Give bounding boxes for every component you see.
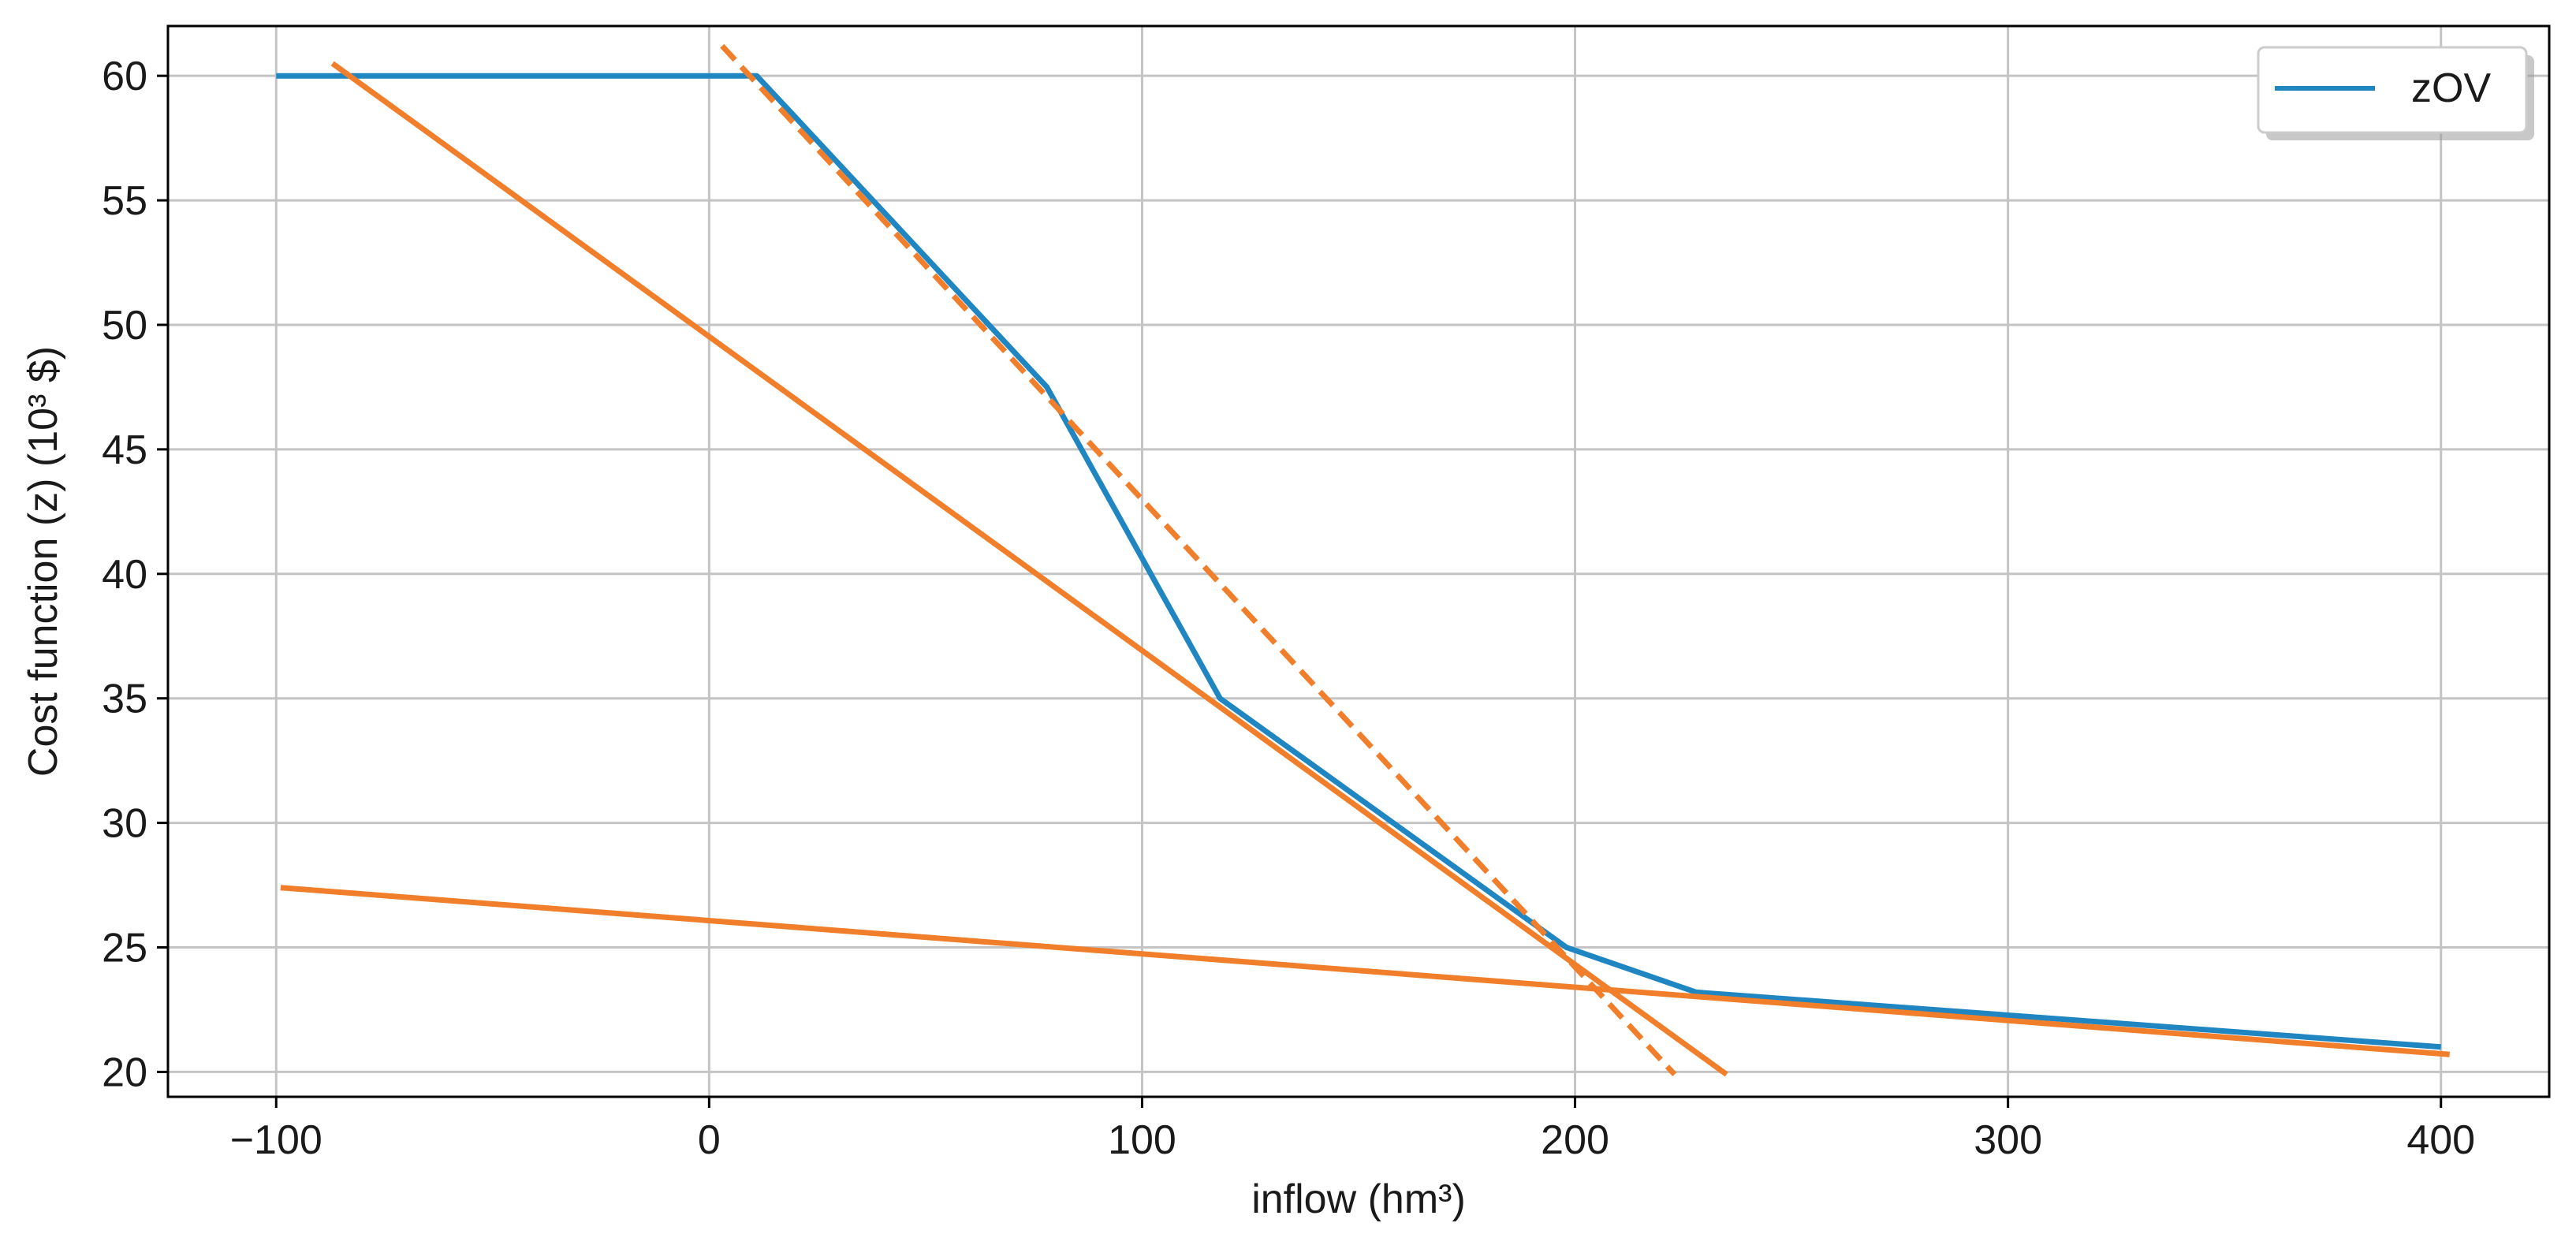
y-tick-label: 60: [102, 54, 147, 99]
legend-label-zov: zOV: [2411, 65, 2491, 111]
y-tick-label: 30: [102, 801, 147, 847]
x-tick-label: −100: [230, 1117, 322, 1163]
plot-frame: [166, 24, 2551, 1098]
y-tick-label: 35: [102, 677, 147, 722]
x-tick-label: 100: [1108, 1117, 1176, 1163]
y-tick-label: 45: [102, 427, 147, 473]
x-axis-label: inflow (hm³): [1251, 1176, 1466, 1222]
y-tick-label: 55: [102, 178, 147, 224]
ticks: −100 0 100 200 300 400 20 25 30 35 40 45 50 55 60: [102, 54, 2475, 1163]
y-tick-label: 20: [102, 1050, 147, 1095]
x-tick-label: 0: [698, 1117, 721, 1163]
legend-box: [2257, 46, 2528, 134]
series-layer: [276, 43, 2450, 1077]
series-line-zov: [276, 73, 2441, 1050]
series-line-cut-2: [720, 43, 1677, 1076]
grid: [168, 26, 2549, 1097]
series-line-cut-1: [330, 61, 1728, 1077]
legend: zOV: [2257, 46, 2534, 140]
x-tick-label: 400: [2406, 1117, 2475, 1163]
y-tick-label: 40: [102, 552, 147, 598]
y-axis-label: Cost function (z) (10³ $): [21, 346, 66, 777]
x-tick-label: 300: [1974, 1117, 2042, 1163]
y-tick-label: 50: [102, 303, 147, 349]
series-line-cut-3: [280, 885, 2450, 1057]
x-tick-label: 200: [1541, 1117, 1609, 1163]
y-tick-label: 25: [102, 926, 147, 971]
